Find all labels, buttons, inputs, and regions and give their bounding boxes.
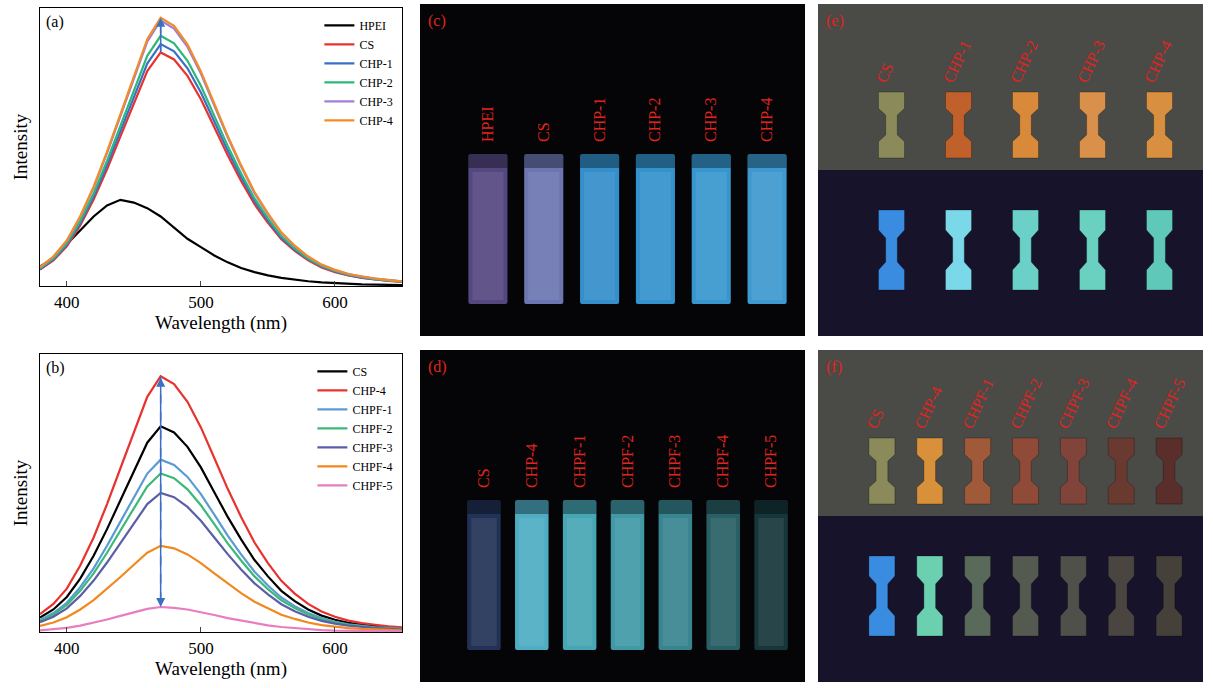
svg-text:CS: CS	[873, 60, 897, 85]
svg-text:CHP-3: CHP-3	[1074, 38, 1108, 85]
svg-text:CHPF-1: CHPF-1	[571, 435, 588, 488]
svg-text:CHP-2: CHP-2	[646, 98, 663, 142]
svg-text:500: 500	[188, 639, 214, 658]
svg-text:(c): (c)	[428, 12, 446, 30]
svg-text:CHPF-1: CHPF-1	[959, 376, 997, 432]
svg-text:CS: CS	[475, 468, 492, 488]
svg-text:CHP-4: CHP-4	[359, 114, 392, 128]
svg-text:CHPF-3: CHPF-3	[1055, 376, 1093, 432]
svg-text:CHP-4: CHP-4	[911, 384, 945, 431]
svg-text:CS: CS	[359, 38, 374, 52]
svg-text:CHP-4: CHP-4	[758, 98, 775, 142]
svg-text:CHP-4: CHP-4	[1141, 38, 1175, 85]
svg-text:CHP-1: CHP-1	[591, 98, 608, 142]
svg-text:CHPF-4: CHPF-4	[1103, 376, 1141, 432]
svg-text:CS: CS	[535, 122, 552, 142]
svg-text:CHP-4: CHP-4	[352, 384, 385, 398]
svg-text:CHPF-4: CHPF-4	[714, 435, 731, 488]
svg-text:HPEI: HPEI	[479, 106, 496, 142]
svg-text:(f): (f)	[826, 358, 842, 376]
svg-text:CHPF-3: CHPF-3	[352, 441, 392, 455]
svg-text:CHP-2: CHP-2	[1007, 38, 1041, 85]
svg-text:CHPF-1: CHPF-1	[352, 403, 392, 417]
svg-text:CHPF-5: CHPF-5	[762, 435, 779, 488]
svg-text:CHP-3: CHP-3	[702, 98, 719, 142]
svg-text:CHPF-2: CHPF-2	[1007, 376, 1045, 432]
svg-text:Intensity: Intensity	[10, 113, 31, 180]
svg-text:CHP-1: CHP-1	[359, 57, 392, 71]
svg-text:CHPF-5: CHPF-5	[352, 479, 392, 493]
svg-text:CHP-3: CHP-3	[359, 95, 392, 109]
svg-text:CHP-4: CHP-4	[523, 444, 540, 488]
svg-text:400: 400	[54, 639, 80, 658]
svg-text:600: 600	[322, 639, 348, 658]
svg-text:Wavelength (nm): Wavelength (nm)	[155, 312, 287, 334]
svg-text:600: 600	[322, 293, 348, 312]
svg-text:CHP-1: CHP-1	[940, 38, 974, 85]
svg-text:Intensity: Intensity	[10, 459, 31, 526]
svg-text:500: 500	[188, 293, 214, 312]
svg-text:(a): (a)	[46, 13, 64, 31]
svg-text:CHPF-2: CHPF-2	[352, 422, 392, 436]
svg-text:CHPF-3: CHPF-3	[666, 435, 683, 488]
svg-text:CHPF-4: CHPF-4	[352, 460, 392, 474]
svg-text:(e): (e)	[826, 12, 844, 30]
svg-text:CHP-2: CHP-2	[359, 76, 392, 90]
svg-text:HPEI: HPEI	[359, 19, 386, 33]
svg-text:CS: CS	[863, 406, 887, 431]
svg-text:(b): (b)	[46, 359, 65, 377]
svg-text:Wavelength (nm): Wavelength (nm)	[155, 658, 287, 680]
svg-text:400: 400	[54, 293, 80, 312]
svg-text:CHPF-5: CHPF-5	[1150, 376, 1188, 432]
svg-text:CS: CS	[352, 365, 367, 379]
svg-text:(d): (d)	[428, 358, 447, 376]
svg-text:CHPF-2: CHPF-2	[619, 435, 636, 488]
